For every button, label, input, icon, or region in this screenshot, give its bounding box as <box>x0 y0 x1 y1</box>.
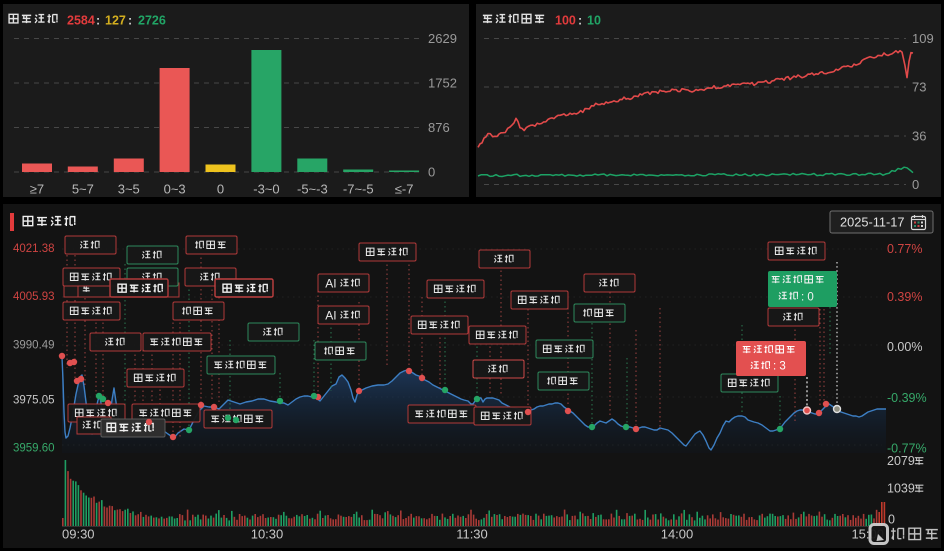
svg-text:73: 73 <box>912 80 926 95</box>
svg-text:0: 0 <box>888 513 895 527</box>
svg-text:1752: 1752 <box>428 76 457 91</box>
svg-text:-0.39%: -0.39% <box>887 391 927 405</box>
svg-text:1039: 1039 <box>887 482 915 496</box>
svg-text:2584: 2584 <box>67 14 95 28</box>
svg-text:11:30: 11:30 <box>456 527 488 542</box>
svg-text:0: 0 <box>217 182 224 197</box>
svg-text::: : <box>96 14 100 28</box>
svg-text::: : <box>128 14 132 28</box>
svg-text:-3~0: -3~0 <box>253 182 279 197</box>
svg-text:0: 0 <box>912 177 919 192</box>
svg-text:0: 0 <box>428 165 435 180</box>
svg-text:0~3: 0~3 <box>164 182 186 197</box>
svg-text:: 0: : 0 <box>801 292 814 304</box>
svg-text:0.00%: 0.00% <box>887 340 922 354</box>
svg-text:5~7: 5~7 <box>72 182 94 197</box>
svg-text:109: 109 <box>912 31 934 46</box>
svg-text:3990.49: 3990.49 <box>13 340 55 352</box>
svg-text:2629: 2629 <box>428 31 457 46</box>
svg-text:127: 127 <box>105 14 126 28</box>
svg-text:0.77%: 0.77% <box>887 242 922 256</box>
svg-text:09:30: 09:30 <box>62 527 95 542</box>
svg-text:36: 36 <box>912 129 926 144</box>
svg-text:3975.05: 3975.05 <box>13 395 55 407</box>
svg-text:100: 100 <box>555 14 576 28</box>
svg-text:10: 10 <box>587 14 601 28</box>
svg-text:-0.77%: -0.77% <box>887 442 927 456</box>
svg-text:876: 876 <box>428 120 450 135</box>
svg-text:AI: AI <box>325 309 336 323</box>
svg-text:2025-11-17: 2025-11-17 <box>840 215 905 230</box>
svg-text:2079: 2079 <box>887 454 915 468</box>
svg-text:0.39%: 0.39% <box>887 290 922 304</box>
svg-text::: : <box>578 14 582 28</box>
svg-text:: 3: : 3 <box>773 361 786 373</box>
svg-text:≤-7: ≤-7 <box>395 182 414 197</box>
svg-text:-7~-5: -7~-5 <box>343 182 374 197</box>
svg-text:3959.60: 3959.60 <box>13 443 55 455</box>
svg-text:3~5: 3~5 <box>118 182 140 197</box>
svg-text:10:30: 10:30 <box>251 527 284 542</box>
svg-text:-5~-3: -5~-3 <box>297 182 328 197</box>
svg-text:4005.93: 4005.93 <box>13 291 55 303</box>
svg-text:AI: AI <box>325 277 336 291</box>
svg-text:4021.38: 4021.38 <box>13 243 55 255</box>
svg-text:≥7: ≥7 <box>30 182 44 197</box>
svg-text:2726: 2726 <box>138 14 166 28</box>
svg-text:14:00: 14:00 <box>661 527 694 542</box>
